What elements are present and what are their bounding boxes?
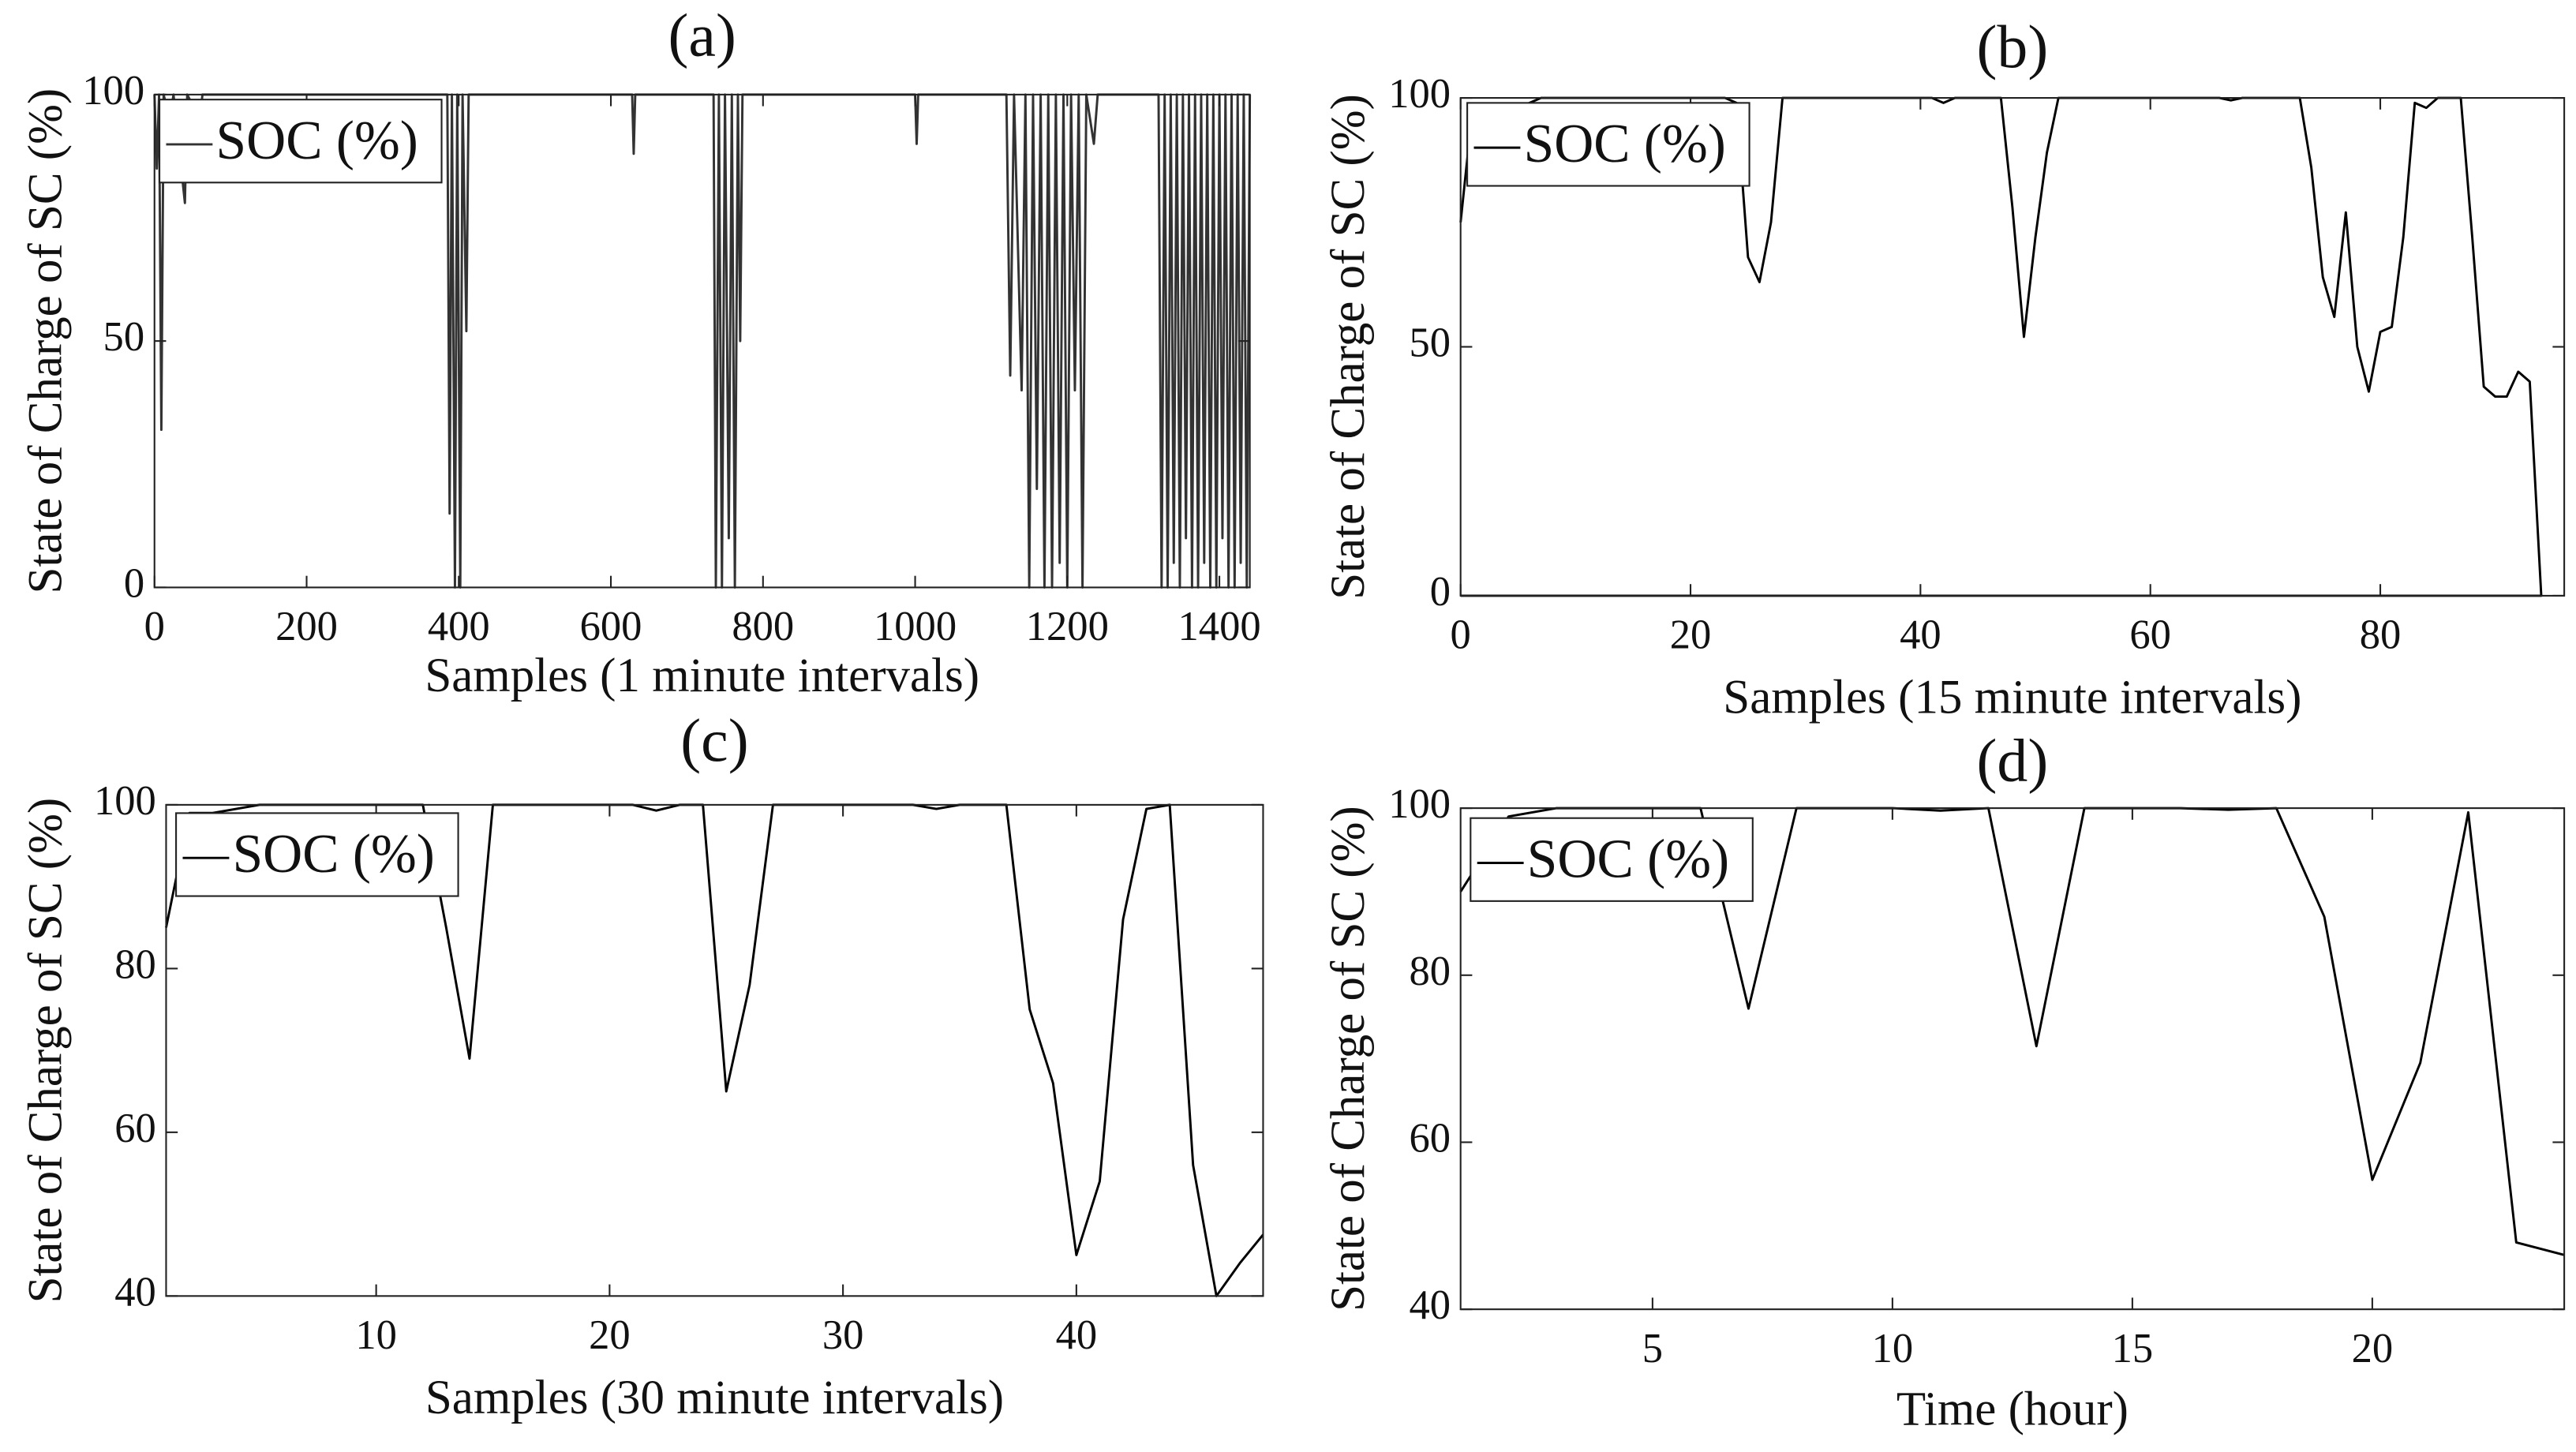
x-tick-label: 0 (144, 604, 165, 649)
legend-label: SOC (%) (1524, 114, 1726, 174)
x-axis-label: Time (hour) (1896, 1383, 2129, 1436)
x-tick-label: 10 (1872, 1326, 1914, 1372)
legend-label: SOC (%) (233, 824, 435, 885)
x-tick-label: 200 (275, 604, 338, 649)
x-tick-label: 30 (822, 1312, 864, 1358)
x-axis-label: Samples (1 minute intervals) (425, 649, 979, 702)
y-tick-label: 100 (94, 778, 156, 824)
y-tick-label: 80 (1410, 949, 1451, 994)
plot-frame (165, 803, 1264, 1297)
plot-frame (1459, 807, 2566, 1311)
y-tick-label: 50 (1410, 320, 1451, 366)
x-tick-label: 15 (2112, 1326, 2154, 1372)
y-tick-label: 40 (1410, 1282, 1451, 1328)
panel-title: (c) (680, 706, 748, 774)
y-tick-label: 100 (1388, 71, 1451, 117)
y-tick-label: 50 (103, 314, 145, 360)
x-axis-label: Samples (15 minute intervals) (1723, 672, 2301, 724)
x-tick-label: 20 (589, 1312, 631, 1358)
y-tick-label: 40 (114, 1269, 156, 1315)
x-tick-label: 0 (1451, 612, 1471, 658)
x-axis-label: Samples (30 minute intervals) (425, 1372, 1004, 1424)
y-axis-label: State of Charge of SC (%) (19, 798, 72, 1304)
y-tick-label: 60 (1410, 1116, 1451, 1162)
x-tick-label: 1200 (1026, 604, 1109, 649)
legend-box (175, 812, 459, 897)
y-tick-label: 100 (82, 68, 144, 114)
x-tick-label: 60 (2129, 612, 2171, 658)
x-tick-label: 20 (2352, 1326, 2394, 1372)
x-tick-label: 20 (1670, 612, 1712, 658)
y-tick-label: 0 (124, 560, 144, 606)
x-tick-label: 10 (355, 1312, 397, 1358)
y-tick-label: 0 (1430, 569, 1451, 615)
x-tick-label: 600 (580, 604, 642, 649)
legend-box (1466, 102, 1750, 187)
y-tick-label: 60 (114, 1106, 156, 1151)
legend-label: SOC (%) (216, 110, 418, 171)
panel-title: (b) (1977, 13, 2049, 80)
legend-box (1470, 817, 1754, 902)
y-axis-label: State of Charge of SC (%) (1322, 94, 1375, 600)
y-axis-label: State of Charge of SC (%) (1322, 806, 1375, 1312)
x-tick-label: 1000 (874, 604, 957, 649)
y-axis-label: State of Charge of SC (%) (19, 88, 72, 594)
panel-title: (d) (1977, 726, 2049, 794)
y-tick-label: 100 (1388, 781, 1451, 827)
x-tick-label: 40 (1056, 1312, 1098, 1358)
x-tick-label: 400 (428, 604, 490, 649)
y-tick-label: 80 (114, 941, 156, 987)
legend-label: SOC (%) (1527, 829, 1729, 890)
x-tick-label: 5 (1642, 1326, 1663, 1372)
x-tick-label: 800 (732, 604, 794, 649)
x-tick-label: 80 (2360, 612, 2402, 658)
legend-box (159, 99, 443, 184)
x-tick-label: 1400 (1178, 604, 1261, 649)
panel-title: (a) (668, 1, 736, 69)
x-tick-label: 40 (1900, 612, 1941, 658)
